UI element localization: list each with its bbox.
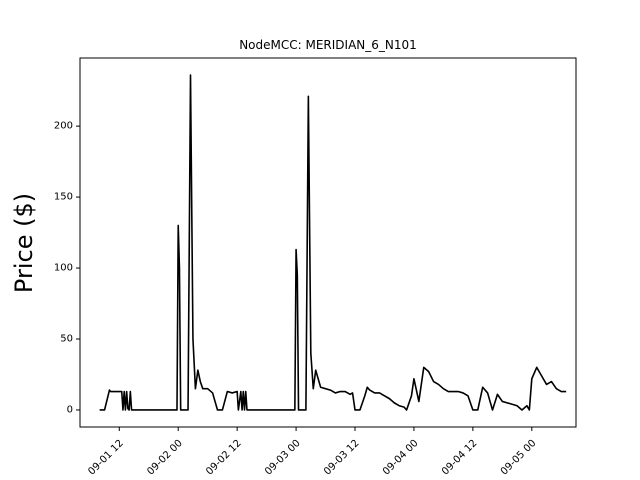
y-tick-label-1: 50 — [60, 334, 73, 345]
y-tick-label-0: 0 — [67, 404, 73, 415]
y-tick-label-2: 100 — [54, 263, 73, 274]
y-axis: 0 50 100 150 200 — [54, 121, 80, 415]
series-line-0 — [99, 74, 567, 411]
plot-frame — [79, 57, 577, 428]
y-tick-label-4: 200 — [54, 121, 73, 132]
y-tick-label-3: 150 — [54, 192, 73, 203]
plot-area — [99, 74, 567, 411]
y-axis-label: Price ($) — [10, 193, 38, 293]
chart-title: NodeMCC: MERIDIAN_6_N101 — [239, 38, 417, 52]
